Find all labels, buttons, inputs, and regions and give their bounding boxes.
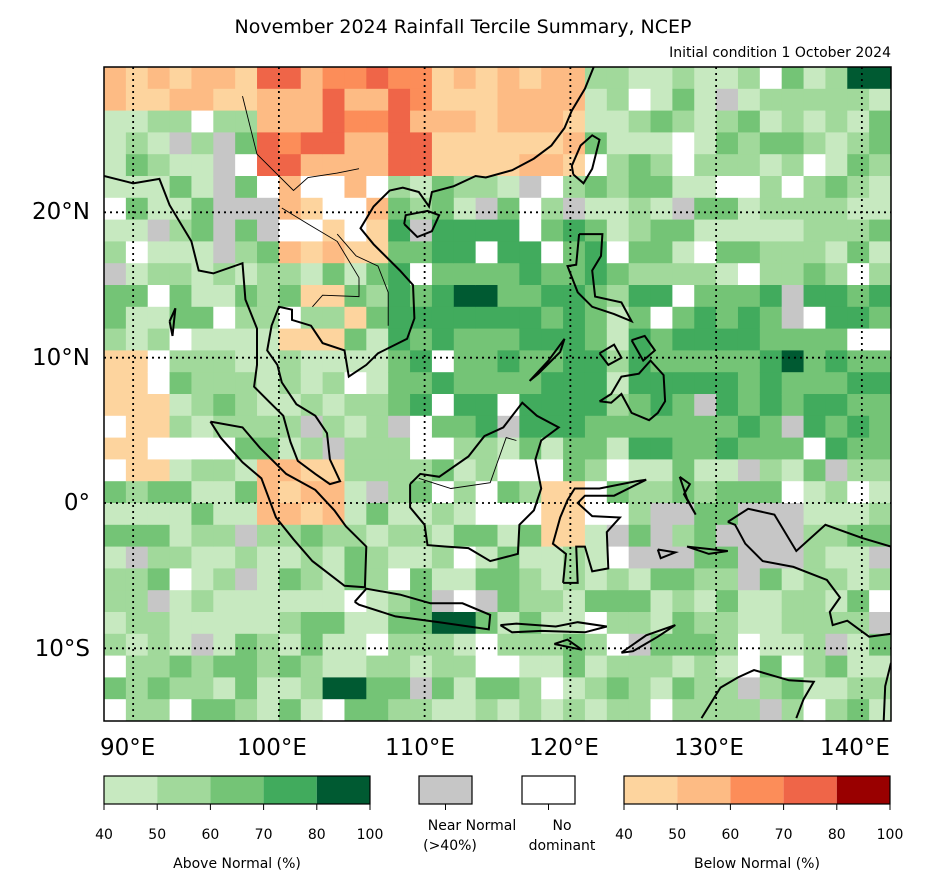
below-normal-tick-label: 40 <box>615 827 633 843</box>
lat-label-20n: 20°N <box>32 199 90 225</box>
near-normal-label-1: Near Normal <box>427 818 517 834</box>
above-normal-swatch <box>316 776 370 804</box>
forecast-grid-cells <box>104 67 891 721</box>
lon-label-90e: 90°E <box>100 735 156 761</box>
below-normal-tick-label: 50 <box>668 827 686 843</box>
above-normal-swatch <box>157 776 211 804</box>
above-normal-tick-label: 80 <box>308 827 326 843</box>
above-normal-swatch <box>104 776 158 804</box>
lon-label-110e: 110°E <box>385 735 455 761</box>
above-normal-tick-label: 100 <box>357 827 384 843</box>
no-dominant-label-2: dominant <box>528 838 596 854</box>
below-normal-tick-label: 70 <box>775 827 793 843</box>
lon-label-100e: 100°E <box>237 735 307 761</box>
below-normal-swatch <box>783 776 837 804</box>
lon-label-120e: 120°E <box>529 735 599 761</box>
below-normal-tick-label: 80 <box>828 827 846 843</box>
initial-condition-subtitle: Initial condition 1 October 2024 <box>669 45 891 61</box>
above-normal-tick-label: 60 <box>201 827 219 843</box>
above-normal-swatch <box>263 776 317 804</box>
no-dominant-label-1: No <box>552 818 572 834</box>
below-normal-label: Below Normal (%) <box>694 856 820 872</box>
above-normal-swatch <box>210 776 264 804</box>
below-normal-swatch <box>624 776 678 804</box>
below-normal-tick-label: 100 <box>877 827 904 843</box>
above-normal-tick-label: 50 <box>148 827 166 843</box>
map-frame <box>103 66 892 722</box>
above-normal-tick-label: 70 <box>255 827 273 843</box>
legend: 40 50 60 70 80 100 40 50 60 70 80 100 <box>95 775 904 843</box>
lat-label-10s: 10°S <box>34 636 90 662</box>
below-normal-swatch <box>730 776 784 804</box>
below-normal-swatch <box>677 776 731 804</box>
map-title: November 2024 Rainfall Tercile Summary, … <box>234 16 692 38</box>
no-dominant-swatch <box>521 775 576 805</box>
lon-label-130e: 130°E <box>674 735 744 761</box>
below-normal-swatch <box>836 776 890 804</box>
lat-label-10n: 10°N <box>32 345 90 371</box>
below-normal-tick-label: 60 <box>721 827 739 843</box>
lat-label-0: 0° <box>63 490 90 516</box>
near-normal-label-2: (>40%) <box>423 838 477 854</box>
above-normal-label: Above Normal (%) <box>173 856 301 872</box>
lon-label-140e: 140°E <box>820 735 890 761</box>
graticule <box>104 67 891 721</box>
above-normal-tick-label: 40 <box>95 827 113 843</box>
coastlines <box>104 67 891 721</box>
near-normal-swatch <box>418 775 473 805</box>
